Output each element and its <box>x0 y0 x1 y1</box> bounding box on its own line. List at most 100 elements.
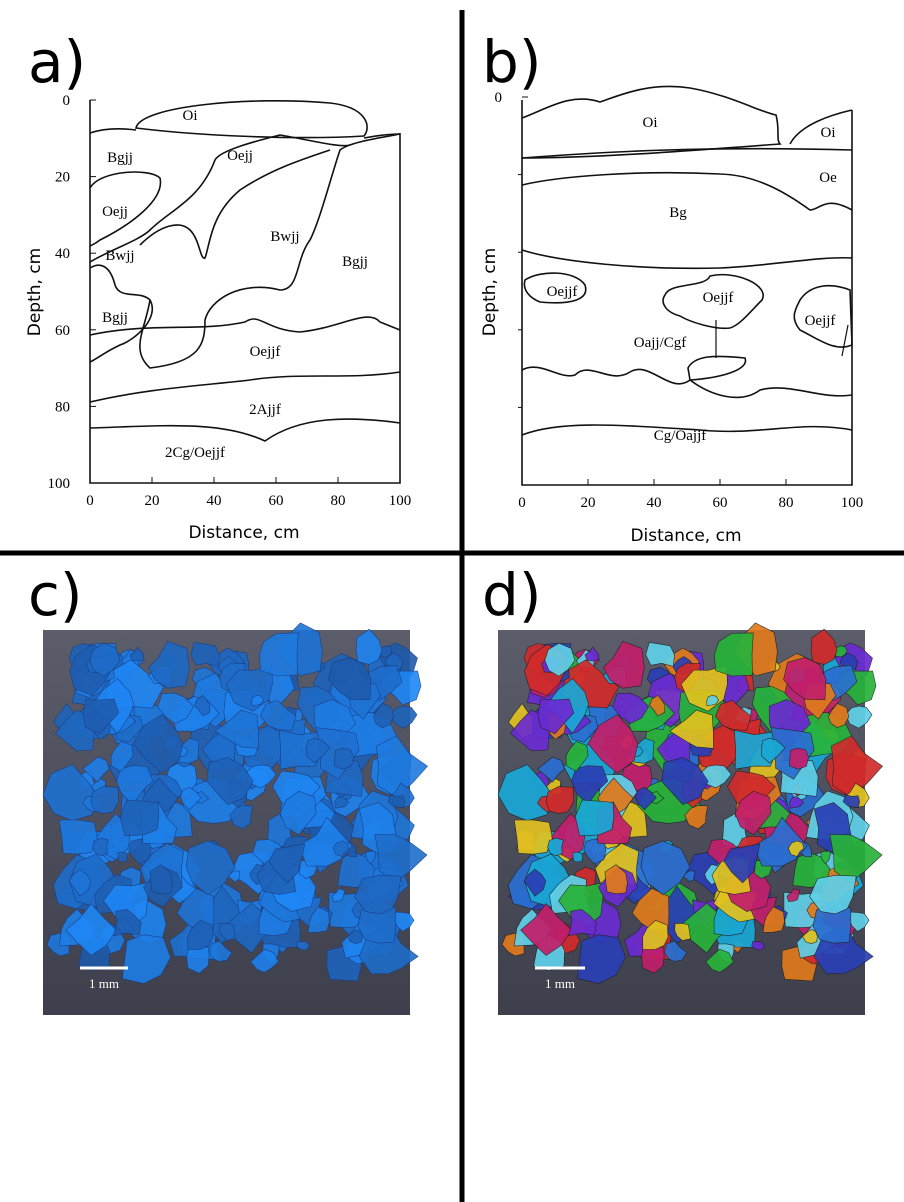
pore-blob <box>187 920 214 950</box>
pore-segment <box>820 850 832 865</box>
pore-blob <box>89 642 121 677</box>
pore-blob <box>90 786 119 814</box>
pore-blob <box>103 881 151 928</box>
pore-segment <box>802 929 818 945</box>
pore-blob <box>122 934 171 984</box>
pore-segment <box>565 741 589 772</box>
horizon-label: Bwjj <box>270 229 299 245</box>
y-axis-title: Depth, cm <box>25 248 45 337</box>
pore-blob <box>147 641 190 689</box>
pore-segment <box>520 903 572 956</box>
pore-blob <box>250 948 279 973</box>
x-tick-label: 40 <box>647 495 662 511</box>
pore-segment <box>715 699 752 731</box>
y-tick-label: 20 <box>55 170 70 186</box>
y-axis-title: Depth, cm <box>480 248 500 337</box>
pore-segment <box>568 909 597 937</box>
pore-blob <box>373 703 395 729</box>
pore-segment <box>571 765 609 806</box>
x-tick-label: 20 <box>581 495 596 511</box>
x-tick-label: 40 <box>207 493 222 509</box>
scale-label: 1 mm <box>545 976 575 991</box>
pore-segment <box>684 805 709 830</box>
pore-blob <box>116 765 154 806</box>
pore-segment <box>734 790 772 836</box>
x-tick-label: 80 <box>331 493 346 509</box>
pore-segment <box>664 940 688 962</box>
pore-blob <box>209 940 233 962</box>
pore-segment <box>612 692 649 725</box>
pore-segment <box>640 840 691 896</box>
pore-blob <box>296 940 310 951</box>
pore-blob <box>206 757 254 805</box>
pore-segment <box>809 874 857 915</box>
y-tick-label: 60 <box>55 323 70 339</box>
pore-blob <box>331 888 345 902</box>
horizon-label: Bgjj <box>102 310 128 326</box>
x-tick-label: 100 <box>389 493 412 509</box>
y-tick-label: 0 <box>495 90 503 106</box>
pore-segment <box>649 694 666 717</box>
horizon-label: Oejj <box>102 204 128 220</box>
pore-segment <box>661 757 709 805</box>
horizon-label: Oajj/Cgf <box>634 335 687 351</box>
pore-blob <box>260 699 297 731</box>
horizon-label: Oi <box>183 108 198 124</box>
pore-segment <box>828 703 850 729</box>
pore-segment <box>545 786 574 814</box>
x-tick-label: 80 <box>779 495 794 511</box>
pore-segment <box>829 834 883 884</box>
pore-segment <box>577 934 626 984</box>
pore-blob <box>58 819 98 855</box>
pore-segment <box>574 799 615 837</box>
x-tick-label: 0 <box>518 495 526 511</box>
pore-segment <box>547 837 564 857</box>
pore-blob <box>334 747 354 770</box>
horizon-label: Oe <box>819 170 837 186</box>
pore-blob <box>279 790 317 836</box>
x-axis-title: Distance, cm <box>630 526 741 546</box>
pore-blob <box>306 737 331 764</box>
pore-segment <box>705 948 734 973</box>
horizon-label: Bgjj <box>107 150 133 166</box>
pore-blob <box>354 874 402 915</box>
pore-segment <box>645 642 675 667</box>
pore-segment <box>810 628 838 665</box>
panel-label: c) <box>28 561 83 629</box>
pore-blob <box>365 850 377 865</box>
pore-segment <box>751 940 765 951</box>
pore-blob <box>374 834 428 884</box>
pore-segment <box>842 794 860 808</box>
pore-segment <box>642 920 669 950</box>
horizon-label: 2Cg/Oejjf <box>165 445 225 461</box>
pore-segment <box>604 864 628 895</box>
pore-blob <box>157 692 194 725</box>
x-tick-label: 60 <box>713 495 728 511</box>
panel-label: a) <box>28 28 86 96</box>
pore-segment <box>523 868 547 897</box>
pore-blob <box>65 903 117 956</box>
pore-blob <box>42 764 99 822</box>
pore-segment <box>587 714 639 774</box>
panel-label: d) <box>482 561 541 629</box>
horizon-label: Oejjf <box>805 313 836 329</box>
y-tick-label: 40 <box>55 246 70 262</box>
panel-label: b) <box>482 28 541 96</box>
horizon-label: Bgjj <box>342 254 368 270</box>
profile-a-boundaries <box>89 100 401 484</box>
pore-blob <box>119 799 160 837</box>
pore-segment <box>635 786 657 811</box>
pore-blob <box>334 796 350 809</box>
pore-segment <box>513 819 553 855</box>
pore-blob <box>92 837 109 857</box>
horizon-label: Bg <box>669 205 687 221</box>
pore-blob <box>149 864 173 895</box>
pore-segment <box>497 764 554 822</box>
pore-segment <box>723 843 761 884</box>
pore-segment <box>572 851 584 863</box>
horizon-label: Oejjf <box>703 290 734 306</box>
pore-segment <box>544 642 576 677</box>
pore-blob <box>258 632 299 677</box>
pore-blob <box>307 906 330 933</box>
pore-blob <box>132 714 184 774</box>
